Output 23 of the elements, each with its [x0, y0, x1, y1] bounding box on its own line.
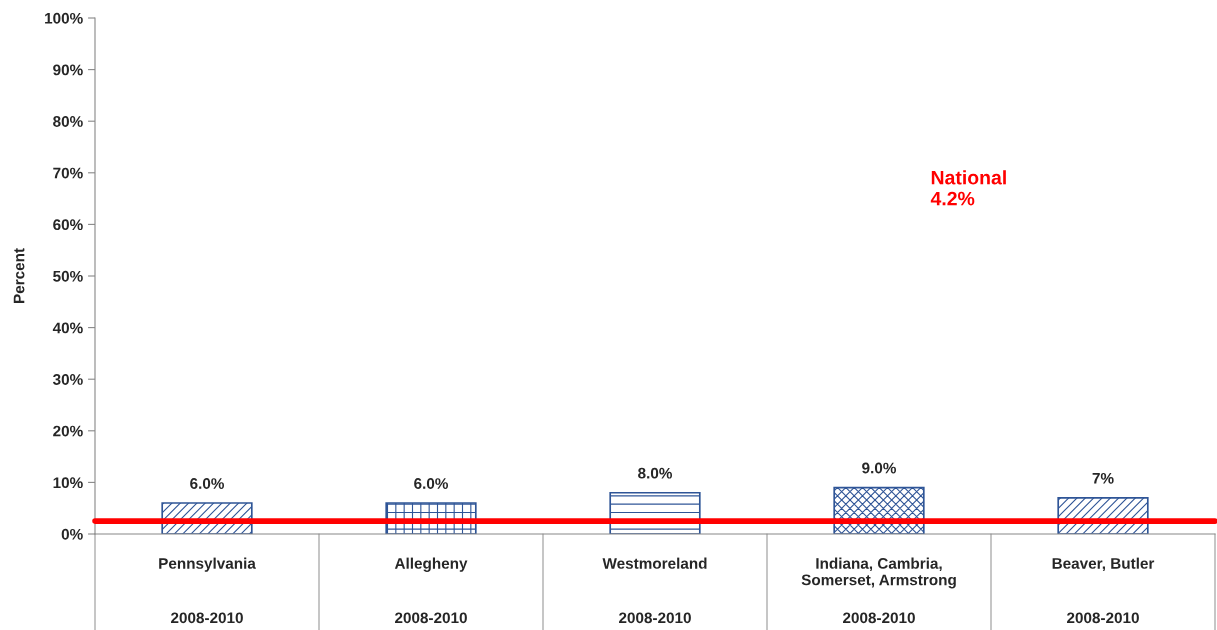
y-tick-label: 60% [53, 219, 83, 231]
y-tick-label: 0% [61, 528, 83, 540]
category-label: Allegheny 2008-2010 [394, 557, 468, 624]
data-label: 9.0% [862, 462, 897, 474]
data-label: 7% [1092, 472, 1114, 484]
category-label: Pennsylvania 2008-2010 [159, 557, 256, 624]
category-label: Indiana, Cambria, Somerset, Armstrong 2008-2010 [801, 557, 956, 624]
data-label: 6.0% [414, 478, 449, 489]
data-label: 6.0% [190, 478, 225, 489]
y-axis-title: Percent [13, 248, 25, 303]
category-label: Beaver, Butler 2008-2010 [1052, 557, 1155, 624]
category-label: Westmoreland 2008-2010 [602, 557, 707, 624]
y-tick-label: 30% [52, 374, 83, 385]
y-tick-label: 40% [52, 322, 83, 334]
y-tick-label: 10% [53, 477, 83, 489]
y-tick-label: 100% [45, 12, 83, 24]
y-tick-label: 50% [53, 270, 83, 282]
y-tick-label: 20% [53, 425, 83, 437]
data-label: 8.0% [638, 467, 673, 479]
y-tick-label: 90% [53, 64, 83, 76]
ref-line-label: National 4.2% [930, 170, 1006, 206]
y-tick-label: 80% [53, 116, 83, 127]
y-tick-label: 70% [53, 167, 83, 179]
